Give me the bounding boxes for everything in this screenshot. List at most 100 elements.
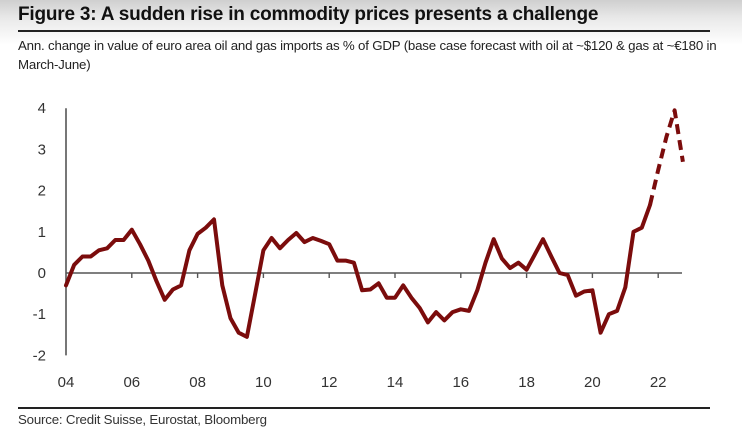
actual-data-point [558,271,562,275]
actual-data-point [377,281,381,285]
actual-data-point [294,231,298,235]
actual-data-point [327,242,331,246]
y-tick-label: -2 [33,347,46,364]
actual-data-point [385,296,389,300]
actual-data-point [113,238,117,242]
x-tick-label: 10 [255,374,272,391]
actual-data-point [549,255,553,259]
forecast-series-line [648,108,685,206]
forecast-data-point [673,108,677,112]
actual-data-point [434,310,438,314]
actual-data-point [409,296,413,300]
forecast-data-point [648,203,652,207]
actual-data-point [451,310,455,314]
actual-data-point [146,259,150,263]
actual-series-line [64,203,652,339]
actual-data-point [426,320,430,324]
actual-data-point [311,236,315,240]
actual-data-point [582,290,586,294]
actual-data-point [261,248,265,252]
actual-data-point [525,268,529,272]
actual-data-point [459,307,463,311]
actual-data-point [640,226,644,230]
actual-data-point [278,246,282,250]
actual-data-point [179,283,183,287]
x-tick-label: 14 [387,374,404,391]
forecast-data-point [664,135,668,139]
actual-data-point [253,292,257,296]
source-note: Source: Credit Suisse, Eurostat, Bloombe… [18,412,267,427]
actual-data-point [344,259,348,263]
actual-data-point [138,242,142,246]
x-tick-label: 22 [650,374,667,391]
actual-data-point [566,273,570,277]
actual-data-point [475,288,479,292]
actual-data-point [360,288,364,292]
actual-data-point [533,253,537,257]
x-tick-labels: 04 06 08 10 12 14 16 18 20 22 [58,374,667,391]
axes [65,108,682,356]
y-tick-label: 0 [38,265,46,282]
actual-data-point [204,226,208,230]
forecast-data-point [656,168,660,172]
footer-rule [18,407,710,409]
actual-data-point [335,259,339,263]
actual-data-point [574,294,578,298]
actual-data-point [97,248,101,252]
actual-data-point [122,238,126,242]
actual-data-point [270,236,274,240]
y-tick-labels: -2 -1 0 1 2 3 4 [33,100,46,364]
actual-data-point [196,232,200,236]
actual-data-point [163,298,167,302]
actual-data-point [492,237,496,241]
actual-data-point [516,261,520,265]
forecast-data-point [681,160,685,164]
actual-data-point [220,283,224,287]
actual-data-point [89,255,93,259]
x-tick-label: 20 [584,374,601,391]
actual-data-point [632,230,636,234]
actual-data-point [72,263,76,267]
actual-data-point [607,312,611,316]
actual-data-point [599,331,603,335]
actual-data-point [590,288,594,292]
chart-title: Figure 3: A sudden rise in commodity pri… [18,4,599,25]
x-tick-label: 18 [518,374,535,391]
actual-data-point [623,285,627,289]
actual-data-point [368,288,372,292]
actual-data-point [212,217,216,221]
y-tick-label: 1 [38,224,46,241]
actual-data-point [484,261,488,265]
x-tick-label: 12 [321,374,338,391]
actual-data-point [541,237,545,241]
actual-data-point [319,239,323,243]
chart-subtitle: Ann. change in value of euro area oil an… [18,38,717,72]
actual-data-point [467,309,471,313]
actual-data-point [393,296,397,300]
x-tick-label: 04 [58,374,75,391]
actual-data-point [105,246,109,250]
actual-data-point [500,257,504,261]
x-tick-label: 06 [123,374,140,391]
actual-data-point [286,238,290,242]
actual-data-point [508,266,512,270]
actual-data-point [237,331,241,335]
actual-data-point [245,335,249,339]
actual-data-point [615,309,619,313]
actual-data-point [352,261,356,265]
actual-data-point [229,316,233,320]
actual-data-point [187,248,191,252]
series-group [64,108,685,339]
y-tick-label: -1 [33,306,46,323]
y-tick-label: 3 [38,141,46,158]
actual-data-point [64,283,68,287]
x-tick-label: 16 [452,374,469,391]
actual-data-point [155,279,159,283]
actual-data-point [401,283,405,287]
y-tick-label: 4 [38,100,46,117]
actual-data-point [418,306,422,310]
title-rule [18,30,710,32]
actual-data-point [303,240,307,244]
actual-data-point [81,255,85,259]
